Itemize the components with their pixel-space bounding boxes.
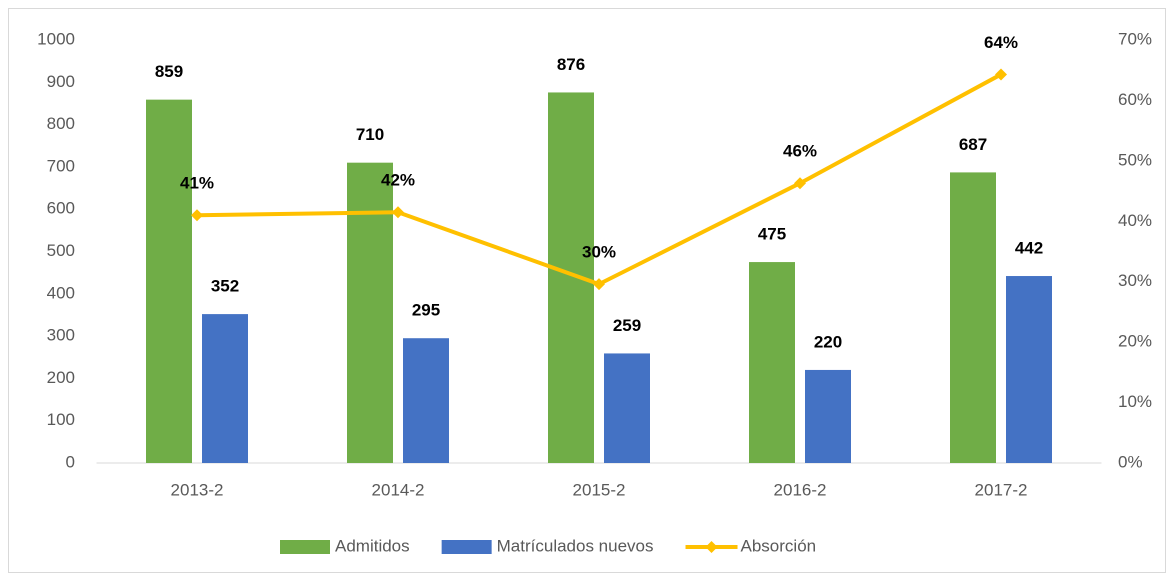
y2-tick-label: 50% [1118,150,1152,169]
line-marker [593,278,605,291]
data-label: 442 [1015,239,1043,258]
data-label: 30% [582,243,616,262]
y-tick-label: 900 [47,72,75,91]
data-label: 295 [412,301,440,320]
bar [403,338,449,463]
data-label: 859 [155,62,183,81]
y-tick-label: 0 [66,452,75,471]
bar [347,162,393,464]
legend-swatch [441,540,492,554]
data-label: 687 [959,135,987,154]
legend-label: Matrículados nuevos [497,536,654,555]
legend-label: Absorción [741,536,817,555]
y-tick-label: 400 [47,283,75,302]
data-label: 64% [984,33,1018,52]
data-label: 259 [613,316,641,335]
y-tick-label: 1000 [37,29,75,48]
line-marker [995,68,1007,81]
x-tick-label: 2014-2 [372,480,425,499]
x-tick-label: 2017-2 [975,480,1028,499]
x-tick-label: 2013-2 [171,480,224,499]
y2-tick-label: 20% [1118,332,1152,351]
bar [202,314,248,463]
line-marker [392,206,404,219]
y-tick-label: 800 [47,114,75,133]
data-label: 352 [211,277,239,296]
bar [146,99,192,463]
data-label: 42% [381,171,415,190]
legend-label: Admitidos [335,536,410,555]
y-tick-label: 100 [47,410,75,429]
y2-tick-label: 30% [1118,271,1152,290]
bar [749,262,795,463]
y2-tick-label: 60% [1118,90,1152,109]
y-tick-label: 500 [47,241,75,260]
line-marker [705,541,718,553]
data-label: 46% [783,142,817,161]
line-marker [794,177,806,190]
y-tick-label: 600 [47,199,75,218]
x-tick-label: 2015-2 [573,480,626,499]
y-tick-label: 700 [47,156,75,175]
bar [950,172,996,464]
data-label: 876 [557,55,585,74]
data-label: 41% [180,174,214,193]
line-marker [191,209,203,222]
bar [1006,276,1052,463]
y2-tick-label: 0% [1118,452,1143,471]
data-label: 710 [356,125,384,144]
y-tick-label: 300 [47,326,75,345]
data-label: 220 [814,332,842,351]
y-tick-label: 200 [47,368,75,387]
y2-tick-label: 70% [1118,29,1152,48]
x-tick-label: 2016-2 [774,480,827,499]
bar [548,92,594,464]
bar [805,369,851,463]
y2-tick-label: 10% [1118,392,1152,411]
y2-tick-label: 40% [1118,211,1152,230]
bar [604,353,650,463]
data-label: 475 [758,225,786,244]
legend-swatch [280,540,330,554]
